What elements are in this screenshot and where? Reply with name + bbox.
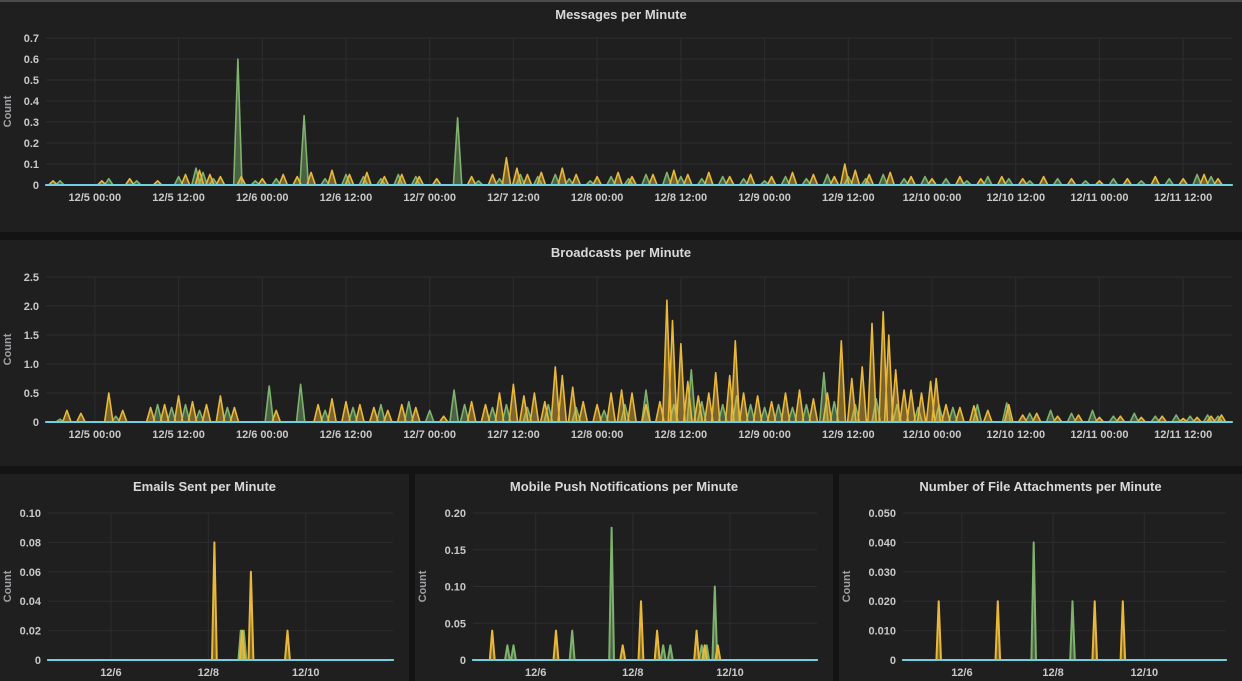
panel-title-emails[interactable]: Emails Sent per Minute xyxy=(132,479,277,494)
x-tick-label: 12/5 00:00 xyxy=(69,429,122,441)
series-yellow xyxy=(45,156,1233,186)
panel-title-messages[interactable]: Messages per Minute xyxy=(555,7,687,22)
y-tick-label: 0.010 xyxy=(868,626,896,638)
x-tick-label: 12/6 00:00 xyxy=(236,429,289,441)
y-tick-label: 0.5 xyxy=(24,75,39,87)
messages-per-minute-chart[interactable]: 0 0.1 0.2 0.3 0.4 0.5 0.6 0.7 12/5 00:00 12/5 12:… xyxy=(0,28,1242,232)
x-tick-label: 12/11 12:00 xyxy=(1154,429,1212,441)
x-tick-label: 12/11 00:00 xyxy=(1070,429,1128,441)
emails-sent-chart[interactable]: 0 0.02 0.04 0.06 0.08 0.10 12/6 12/8 12/10 Count xyxy=(0,500,409,681)
y-tick-label: 1.5 xyxy=(24,330,39,342)
x-tick-label: 12/6 xyxy=(100,667,121,679)
y-tick-label: 0 xyxy=(33,417,39,429)
x-tick-label: 12/8 xyxy=(622,667,643,679)
x-tick-label: 12/6 12:00 xyxy=(320,429,373,441)
y-axis-label: Count xyxy=(2,333,14,365)
series-yellow xyxy=(45,299,1233,423)
x-tick-label: 12/10 xyxy=(716,667,744,679)
y-tick-label: 0.20 xyxy=(445,508,466,520)
x-tick-label: 12/5 12:00 xyxy=(152,429,205,441)
x-tick-label: 12/10 12:00 xyxy=(986,429,1045,441)
y-tick-label: 0.10 xyxy=(445,582,466,594)
y-tick-label: 0.05 xyxy=(445,618,466,630)
y-tick-label: 1.0 xyxy=(24,359,39,371)
x-tick-label: 12/8 xyxy=(1042,667,1063,679)
x-tick-label: 12/10 00:00 xyxy=(903,429,962,441)
y-tick-label: 0.5 xyxy=(24,388,39,400)
y-tick-label: 0 xyxy=(33,180,39,192)
y-tick-label: 0.10 xyxy=(20,508,41,520)
broadcasts-per-minute-chart[interactable]: 0 0.5 1.0 1.5 2.0 2.5 12/5 00:00 12/5 12:00 12/6… xyxy=(0,266,1242,466)
y-tick-label: 0.050 xyxy=(868,508,896,520)
y-tick-label: 0.040 xyxy=(868,537,896,549)
x-tick-label: 12/6 xyxy=(951,667,972,679)
y-tick-label: 0.3 xyxy=(24,117,39,129)
x-tick-label: 12/7 12:00 xyxy=(487,192,540,204)
y-tick-label: 2.5 xyxy=(24,272,39,284)
y-tick-label: 0.02 xyxy=(20,626,41,638)
x-tick-label: 12/10 00:00 xyxy=(903,192,962,204)
y-tick-label: 0 xyxy=(460,655,466,667)
x-tick-label: 12/10 xyxy=(292,667,320,679)
x-tick-label: 12/5 12:00 xyxy=(152,192,205,204)
x-tick-label: 12/7 12:00 xyxy=(487,429,540,441)
panel-messages-per-minute: Messages per Minute 0 0.1 0.2 0.3 0.4 0.5 0.6 0… xyxy=(0,0,1242,232)
y-tick-label: 0.4 xyxy=(24,96,40,108)
x-tick-label: 12/6 xyxy=(525,667,546,679)
y-tick-label: 0.2 xyxy=(24,138,39,150)
x-tick-label: 12/7 00:00 xyxy=(403,429,456,441)
x-tick-label: 12/9 12:00 xyxy=(822,192,875,204)
y-axis-label: Count xyxy=(841,570,853,602)
x-tick-label: 12/11 12:00 xyxy=(1154,192,1212,204)
y-tick-label: 2.0 xyxy=(24,301,39,313)
x-tick-label: 12/7 00:00 xyxy=(403,192,456,204)
panel-title-broadcasts[interactable]: Broadcasts per Minute xyxy=(550,245,692,260)
y-axis-label: Count xyxy=(417,570,429,602)
x-tick-label: 12/8 00:00 xyxy=(571,429,624,441)
y-tick-label: 0 xyxy=(890,655,896,667)
panel-mobile-push: Mobile Push Notifications per Minute 0 0.… xyxy=(415,474,833,681)
bottom-panel-row: Emails Sent per Minute 0 0.02 0.04 0.06 0.08… xyxy=(0,474,1242,681)
x-tick-label: 12/10 xyxy=(1131,667,1159,679)
y-tick-label: 0 xyxy=(35,655,41,667)
x-tick-label: 12/6 12:00 xyxy=(320,192,373,204)
x-tick-label: 12/9 12:00 xyxy=(822,429,875,441)
mobile-push-chart[interactable]: 0 0.05 0.10 0.15 0.20 12/6 12/8 12/10 Count xyxy=(415,500,833,681)
series-yellow xyxy=(472,600,818,661)
x-tick-label: 12/9 00:00 xyxy=(738,192,791,204)
y-tick-label: 0.04 xyxy=(20,596,42,608)
y-tick-label: 0.7 xyxy=(24,33,39,45)
panel-title-mobile-push[interactable]: Mobile Push Notifications per Minute xyxy=(509,479,739,494)
x-tick-label: 12/10 12:00 xyxy=(986,192,1045,204)
panel-title-file-attachments[interactable]: Number of File Attachments per Minute xyxy=(919,479,1162,494)
x-tick-label: 12/8 xyxy=(198,667,219,679)
x-tick-label: 12/6 00:00 xyxy=(236,192,289,204)
x-tick-label: 12/8 12:00 xyxy=(655,429,708,441)
file-attachments-chart[interactable]: 0 0.010 0.020 0.030 0.040 0.050 12/6 12/8 12/10 C… xyxy=(839,500,1242,681)
y-tick-label: 0.1 xyxy=(24,159,39,171)
y-axis-label: Count xyxy=(2,95,14,127)
x-tick-label: 12/8 00:00 xyxy=(571,192,624,204)
y-tick-label: 0.6 xyxy=(24,54,39,66)
series-green xyxy=(472,526,818,661)
x-tick-label: 12/9 00:00 xyxy=(738,429,791,441)
y-tick-label: 0.08 xyxy=(20,537,41,549)
y-tick-label: 0.15 xyxy=(445,545,466,557)
y-tick-label: 0.020 xyxy=(868,596,896,608)
panel-emails-sent: Emails Sent per Minute 0 0.02 0.04 0.06 0.08… xyxy=(0,474,409,681)
x-tick-label: 12/8 12:00 xyxy=(655,192,708,204)
x-tick-label: 12/5 00:00 xyxy=(69,192,122,204)
series-green xyxy=(47,629,394,661)
y-axis-label: Count xyxy=(2,570,14,602)
y-tick-label: 0.030 xyxy=(868,567,896,579)
panel-broadcasts-per-minute: Broadcasts per Minute 0 0.5 1.0 1.5 2.0 2.5 12… xyxy=(0,240,1242,466)
x-tick-label: 12/11 00:00 xyxy=(1070,192,1128,204)
y-tick-label: 0.06 xyxy=(20,567,41,579)
